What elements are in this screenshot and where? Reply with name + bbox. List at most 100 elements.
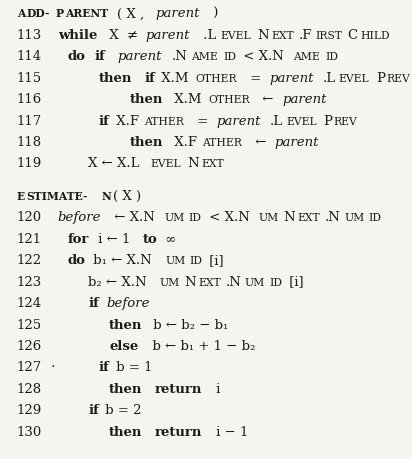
Text: ( X ,: ( X ,	[117, 7, 149, 20]
Text: < X.N: < X.N	[239, 50, 284, 63]
Text: N: N	[101, 191, 111, 202]
Text: .N: .N	[172, 50, 187, 63]
Text: =: =	[246, 72, 265, 84]
Text: 123: 123	[17, 275, 42, 289]
Text: P: P	[323, 115, 332, 128]
Text: X.M: X.M	[170, 93, 201, 106]
Text: ←: ←	[258, 93, 278, 106]
Text: ID: ID	[269, 278, 282, 288]
Text: else: else	[109, 340, 138, 353]
Text: then: then	[98, 72, 132, 84]
Text: before: before	[106, 297, 150, 310]
Text: i ← 1: i ← 1	[94, 233, 134, 246]
Text: OTHER: OTHER	[195, 74, 237, 84]
Text: .L: .L	[199, 29, 217, 42]
Text: P: P	[376, 72, 385, 84]
Text: EXT: EXT	[297, 213, 320, 223]
Text: 128: 128	[17, 383, 42, 396]
Text: E: E	[17, 191, 25, 202]
Text: .N: .N	[225, 275, 241, 289]
Text: [i]: [i]	[206, 254, 224, 267]
Text: b ← b₁ + 1 − b₂: b ← b₁ + 1 − b₂	[145, 340, 256, 353]
Text: ·: ·	[47, 361, 56, 375]
Text: parent: parent	[269, 72, 314, 84]
Text: X ← X.L: X ← X.L	[89, 157, 140, 170]
Text: 115: 115	[17, 72, 42, 84]
Text: C: C	[348, 29, 358, 42]
Text: return: return	[154, 383, 202, 396]
Text: REV: REV	[334, 117, 358, 127]
Text: if: if	[94, 50, 105, 63]
Text: X.M: X.M	[157, 72, 189, 84]
Text: 119: 119	[17, 157, 42, 170]
Text: parent: parent	[118, 50, 162, 63]
Text: ←: ←	[250, 136, 270, 149]
Text: EXT: EXT	[272, 31, 294, 41]
Text: i − 1: i − 1	[212, 425, 248, 439]
Text: ID: ID	[325, 52, 339, 62]
Text: before: before	[58, 211, 101, 224]
Text: ATHER: ATHER	[145, 117, 184, 127]
Text: AME: AME	[293, 52, 320, 62]
Text: X.F: X.F	[112, 115, 139, 128]
Text: 118: 118	[17, 136, 42, 149]
Text: REV: REV	[387, 74, 410, 84]
Text: .F: .F	[299, 29, 312, 42]
Text: if: if	[99, 361, 110, 375]
Text: X: X	[105, 29, 123, 42]
Text: while: while	[58, 29, 97, 42]
Text: 124: 124	[17, 297, 42, 310]
Text: b ← b₂ − b₁: b ← b₂ − b₁	[149, 319, 229, 331]
Text: .L: .L	[270, 115, 283, 128]
Text: UM: UM	[259, 213, 279, 223]
Text: if: if	[144, 72, 155, 84]
Text: parent: parent	[274, 136, 319, 149]
Text: X.F: X.F	[170, 136, 197, 149]
Text: 117: 117	[17, 115, 42, 128]
Text: UM: UM	[245, 278, 265, 288]
Text: HILD: HILD	[360, 31, 390, 41]
Text: EVEL: EVEL	[220, 31, 251, 41]
Text: b₁ ← X.N: b₁ ← X.N	[89, 254, 152, 267]
Text: parent: parent	[155, 7, 200, 20]
Text: to: to	[143, 233, 157, 246]
Text: 122: 122	[17, 254, 42, 267]
Text: N: N	[184, 275, 195, 289]
Text: N: N	[283, 211, 295, 224]
Text: .N: .N	[325, 211, 341, 224]
Text: 126: 126	[17, 340, 42, 353]
Text: UM: UM	[159, 278, 180, 288]
Text: DD-: DD-	[27, 8, 50, 19]
Text: ≠: ≠	[127, 29, 138, 42]
Text: UM: UM	[165, 256, 185, 266]
Text: i: i	[212, 383, 220, 396]
Text: b = 1: b = 1	[112, 361, 152, 375]
Text: A: A	[17, 8, 25, 19]
Text: do: do	[68, 50, 86, 63]
Text: for: for	[68, 233, 89, 246]
Text: ← X.N: ← X.N	[110, 211, 155, 224]
Text: ATHER: ATHER	[202, 138, 242, 148]
Text: return: return	[154, 425, 202, 439]
Text: AME: AME	[191, 52, 218, 62]
Text: 114: 114	[17, 50, 42, 63]
Text: EXT: EXT	[198, 278, 221, 288]
Text: ( X ): ( X )	[113, 190, 141, 203]
Text: if: if	[99, 115, 110, 128]
Text: UM: UM	[344, 213, 364, 223]
Text: 125: 125	[17, 319, 42, 331]
Text: UM: UM	[164, 213, 185, 223]
Text: if: if	[88, 297, 99, 310]
Text: ID: ID	[190, 256, 203, 266]
Text: 116: 116	[17, 93, 42, 106]
Text: ID: ID	[189, 213, 202, 223]
Text: ID: ID	[223, 52, 236, 62]
Text: ARENT: ARENT	[65, 8, 108, 19]
Text: parent: parent	[216, 115, 261, 128]
Text: < X.N: < X.N	[205, 211, 249, 224]
Text: parent: parent	[282, 93, 327, 106]
Text: 121: 121	[17, 233, 42, 246]
Text: N: N	[258, 29, 269, 42]
Text: EXT: EXT	[202, 159, 225, 169]
Text: OTHER: OTHER	[208, 95, 250, 105]
